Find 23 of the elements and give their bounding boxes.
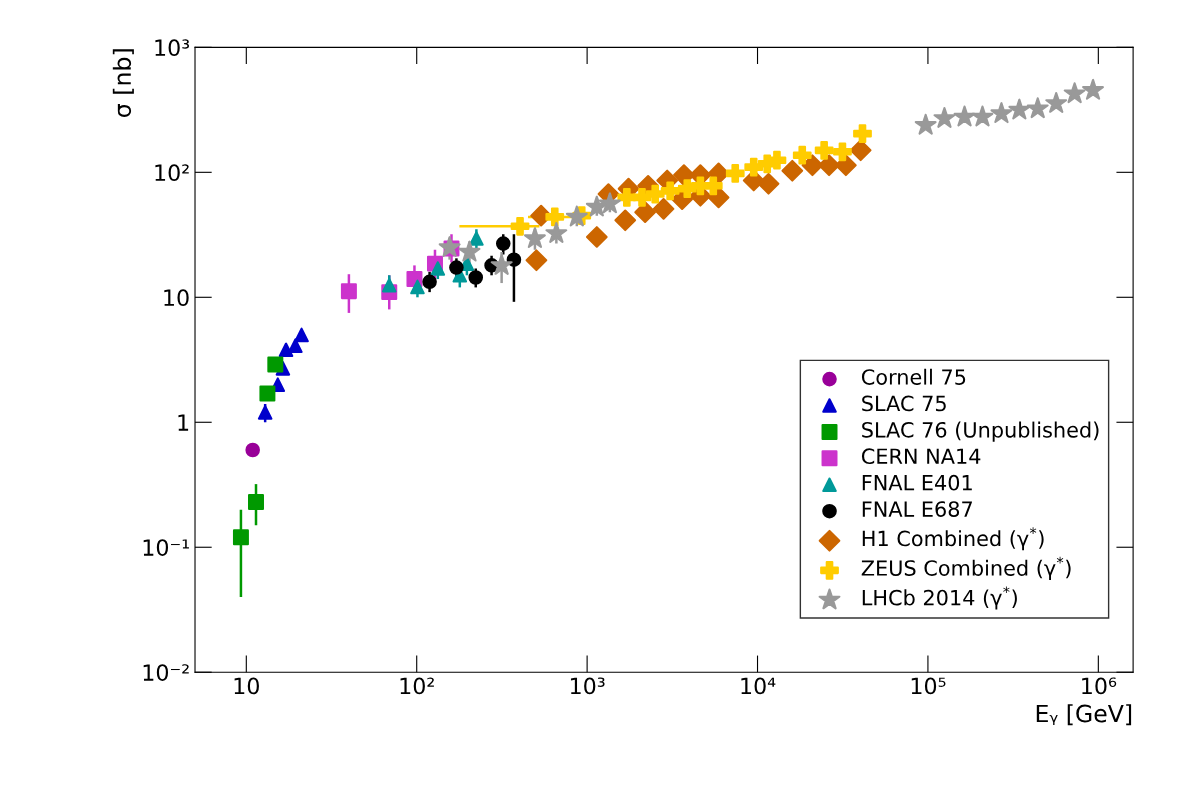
y-axis-title: σ [nb] (112, 49, 134, 117)
x-tick-label: 10² (400, 677, 434, 695)
y-tick-label: 10³ (155, 39, 190, 57)
legend-label: SLAC 75 (862, 395, 946, 412)
legend-label: ZEUS Combined (γ$^{*}$) (861, 556, 1071, 580)
legend-label: FNAL E401 (862, 474, 972, 491)
legend-label: CERN NA14 (861, 448, 981, 465)
x-tick-label: 10⁵ (911, 677, 946, 695)
y-tick-label: 10⁻² (143, 664, 189, 681)
legend-label: Cornell 75 (861, 368, 966, 385)
y-tick-label: 10 (164, 289, 189, 307)
x-axis-title: Eᵧ [GeV] (1036, 704, 1132, 726)
legend-label: SLAC 76 (Unpublished) (862, 421, 1099, 442)
y-tick-label: 10⁻¹ (143, 539, 189, 557)
x-tick-label: 10⁴ (741, 677, 776, 695)
y-tick-label: 1 (178, 414, 189, 431)
legend-label: LHCb 2014 (γ$^{*}$) (862, 586, 1017, 610)
y-tick-label: 10² (155, 164, 189, 182)
x-tick-label: 10 (234, 677, 259, 695)
legend-label: H1 Combined (γ$^{*}$) (862, 527, 1044, 551)
x-tick-label: 10³ (570, 677, 605, 695)
x-tick-label: 10⁶ (1082, 677, 1117, 695)
legend-label: FNAL E687 (862, 501, 972, 517)
